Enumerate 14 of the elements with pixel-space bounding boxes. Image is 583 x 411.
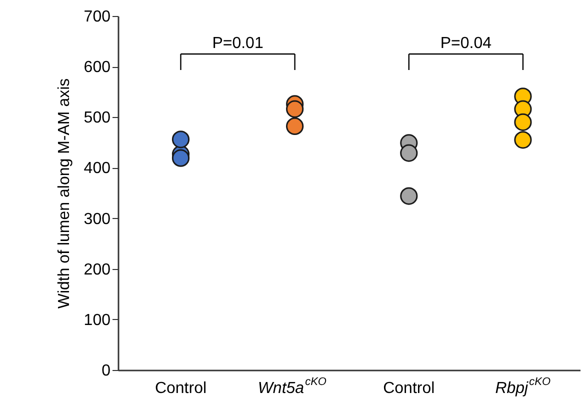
y-tick-label: 300 (84, 210, 111, 228)
y-tick-label: 700 (84, 8, 111, 26)
y-tick-label: 0 (102, 362, 111, 380)
y-tick-label: 600 (84, 59, 111, 76)
y-axis-title: Width of lumen along M-AM axis (56, 78, 73, 309)
annotation: P=0.01 (212, 35, 264, 52)
x-tick-label: Control (383, 380, 435, 397)
y-tick-label: 500 (84, 110, 111, 127)
y-tick-label: 200 (84, 261, 111, 278)
y-tick-label: 400 (84, 160, 111, 178)
x-tick-label: Control (154, 380, 207, 397)
y-tick-label: 100 (84, 312, 111, 329)
point (514, 131, 532, 149)
annotation: P=0.04 (440, 35, 492, 52)
